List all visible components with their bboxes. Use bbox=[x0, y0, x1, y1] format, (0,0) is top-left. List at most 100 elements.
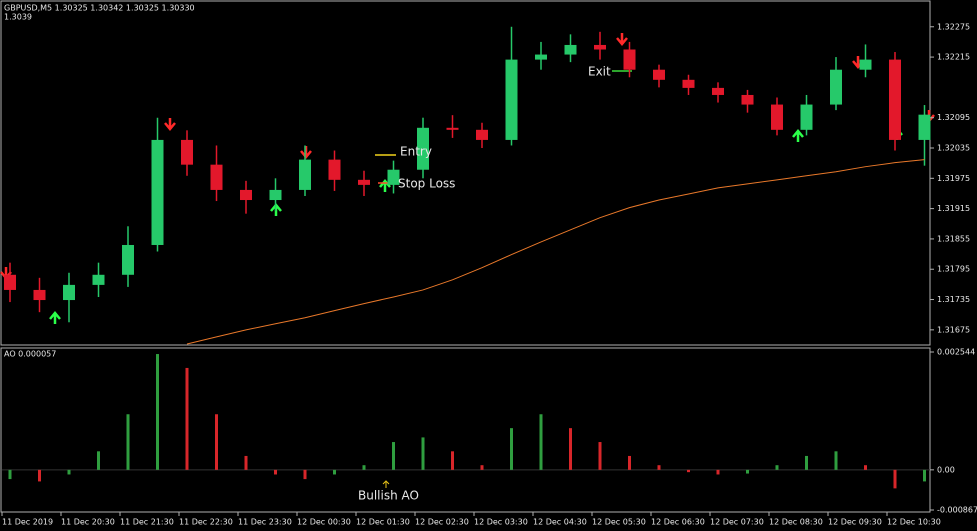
candle-body bbox=[535, 54, 547, 60]
ao-bar bbox=[716, 469, 720, 475]
ao-bar bbox=[38, 469, 41, 482]
candle-body bbox=[328, 159, 341, 180]
sell-arrow bbox=[616, 33, 628, 46]
candle-body bbox=[358, 179, 370, 185]
sell-arrow bbox=[300, 146, 312, 159]
ao-bar bbox=[274, 469, 277, 475]
annotation: Bullish AO bbox=[358, 489, 419, 503]
candle-body bbox=[240, 189, 252, 201]
annotation: Entry bbox=[400, 145, 432, 159]
y-tick-label: 1.31915 bbox=[937, 204, 970, 213]
x-tick-label: 12 Dec 03:30 bbox=[474, 518, 528, 527]
y-tick-label: 1.32095 bbox=[937, 113, 970, 122]
y-tick-label: 1.32275 bbox=[937, 22, 970, 31]
candle-body bbox=[476, 129, 488, 140]
candle-body bbox=[446, 127, 459, 130]
ao-bar bbox=[598, 442, 602, 470]
ao-title: AO 0.000057 bbox=[4, 350, 56, 359]
y-tick-label: 1.31975 bbox=[937, 174, 970, 183]
main-frame bbox=[0, 0, 931, 346]
x-tick-label: 12 Dec 09:30 bbox=[828, 518, 882, 527]
candle-body bbox=[151, 139, 164, 245]
ao-bar bbox=[67, 469, 71, 475]
ao-bar bbox=[8, 469, 12, 480]
y-tick-label: 0.00 bbox=[937, 465, 955, 474]
ao-bar bbox=[569, 428, 572, 470]
moving-average bbox=[186, 159, 925, 345]
candle-body bbox=[918, 114, 931, 140]
y-tick-label: 1.32035 bbox=[937, 144, 970, 153]
ao-bar bbox=[156, 354, 159, 470]
ao-bar bbox=[333, 469, 336, 475]
candle-body bbox=[771, 104, 783, 130]
x-tick-label: 12 Dec 08:30 bbox=[769, 518, 823, 527]
y-tick-label: 1.31675 bbox=[937, 325, 970, 334]
ao-bar bbox=[392, 442, 395, 470]
ao-bar bbox=[215, 414, 218, 470]
ao-bar bbox=[539, 414, 543, 470]
candle-body bbox=[623, 49, 636, 70]
ao-bar bbox=[687, 469, 690, 473]
y-tick-label: 1.31735 bbox=[937, 295, 970, 304]
y-tick-label: 0.002544 bbox=[937, 348, 975, 357]
candle-body bbox=[889, 59, 901, 140]
buy-arrow bbox=[49, 311, 61, 324]
candle-body bbox=[387, 169, 400, 185]
candle-body bbox=[594, 44, 606, 50]
annotation: Exit bbox=[588, 65, 611, 79]
candle-body bbox=[299, 159, 311, 190]
candle-body bbox=[417, 127, 429, 170]
candle-body bbox=[564, 44, 577, 55]
x-tick-label: 11 Dec 22:30 bbox=[179, 518, 233, 527]
candle-body bbox=[269, 189, 282, 201]
ao-bar bbox=[244, 455, 248, 470]
candle-body bbox=[92, 274, 105, 285]
ao-bar bbox=[510, 428, 513, 470]
candle-body bbox=[682, 79, 695, 88]
ao-bar bbox=[303, 469, 307, 480]
x-tick-label: 12 Dec 00:30 bbox=[297, 518, 351, 527]
ao-bar bbox=[362, 465, 366, 470]
x-tick-label: 11 Dec 20:30 bbox=[61, 518, 115, 527]
ao-bar bbox=[628, 455, 631, 470]
x-tick-label: 11 Dec 2019 bbox=[2, 518, 53, 527]
x-tick-label: 11 Dec 21:30 bbox=[120, 518, 174, 527]
annotation: Stop Loss bbox=[398, 177, 455, 191]
ao-bar bbox=[421, 437, 425, 470]
sell-arrow bbox=[164, 118, 176, 131]
candle-body bbox=[800, 104, 813, 130]
ao-bar bbox=[834, 451, 838, 470]
ao-bar bbox=[126, 414, 130, 470]
ao-arrow bbox=[382, 480, 390, 488]
ao-bar bbox=[657, 465, 661, 470]
x-tick-label: 12 Dec 06:30 bbox=[651, 518, 705, 527]
x-tick-label: 12 Dec 01:30 bbox=[356, 518, 410, 527]
candle-body bbox=[653, 69, 665, 80]
ao-bar bbox=[97, 451, 100, 470]
candle-body bbox=[830, 69, 842, 105]
candle-body bbox=[505, 59, 518, 140]
y-tick-label: 1.31795 bbox=[937, 265, 970, 274]
y-tick-label: -0.000867 bbox=[937, 506, 977, 515]
ao-bar bbox=[805, 455, 808, 470]
ao-frame bbox=[0, 347, 931, 513]
x-tick-label: 12 Dec 02:30 bbox=[415, 518, 469, 527]
candle-body bbox=[712, 87, 724, 95]
candle-body bbox=[122, 244, 134, 275]
ao-bar bbox=[775, 465, 779, 470]
candle-body bbox=[859, 59, 872, 70]
x-tick-label: 11 Dec 23:30 bbox=[238, 518, 292, 527]
y-tick-label: 1.31855 bbox=[937, 234, 970, 243]
x-tick-label: 12 Dec 04:30 bbox=[533, 518, 587, 527]
y-tick-label: 1.32215 bbox=[937, 53, 970, 62]
ao-bar bbox=[451, 451, 454, 470]
ao-bar bbox=[893, 469, 897, 489]
candle-body bbox=[33, 289, 46, 301]
candle-body bbox=[210, 164, 223, 190]
x-tick-label: 12 Dec 07:30 bbox=[710, 518, 764, 527]
x-tick-label: 12 Dec 10:30 bbox=[887, 518, 941, 527]
chart-subtitle: 1.3039 bbox=[4, 13, 32, 22]
